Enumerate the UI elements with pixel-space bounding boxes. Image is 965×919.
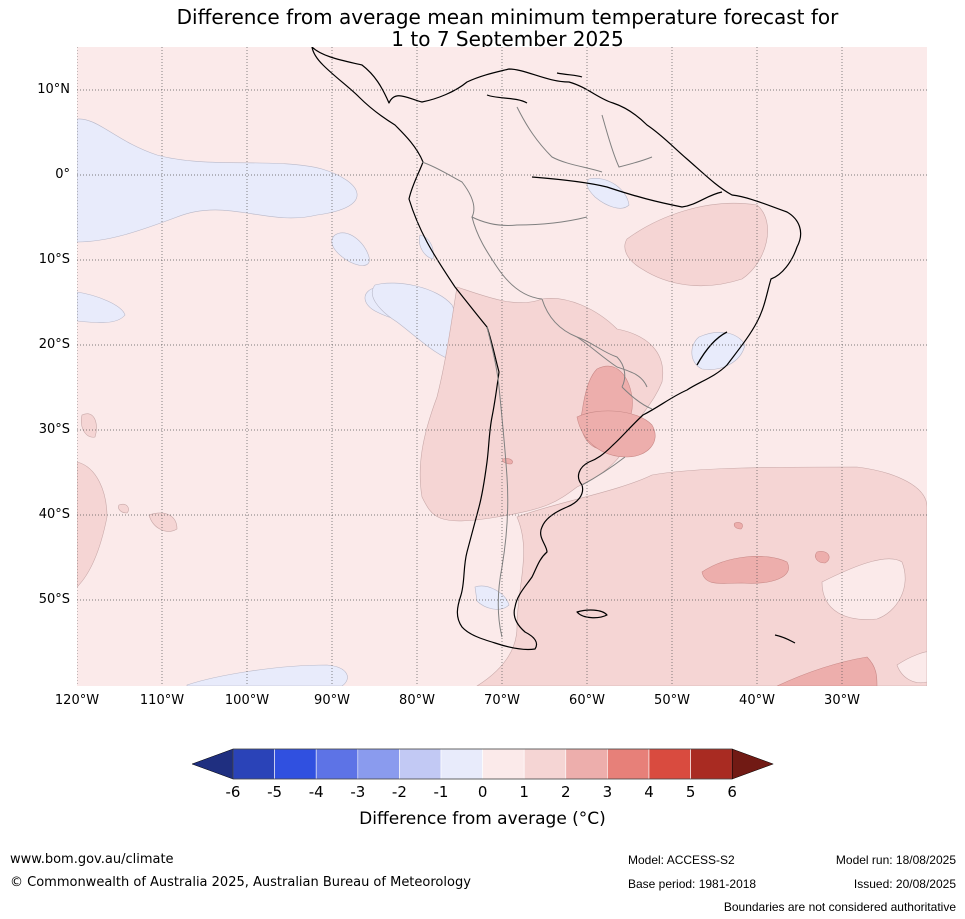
lat-label-0: 0° (55, 167, 70, 182)
falklands (576, 609, 608, 619)
coastlines (311, 47, 802, 651)
lon-label-50w: 50°W (654, 693, 690, 708)
colorbar-tick-label: 6 (727, 783, 737, 801)
lat-label-50s: 50°S (38, 592, 70, 607)
cool-region-amazon (586, 178, 630, 209)
near-zero-regions (821, 558, 927, 684)
graticule (77, 47, 927, 686)
colorbar-tick-label: -4 (308, 783, 324, 801)
colorbar-tick-label: 1 (519, 783, 529, 801)
cool-region-pacific-west (77, 291, 126, 323)
warm-region-chile-dot (502, 458, 513, 465)
lat-label-10s: 10°S (38, 252, 70, 267)
rivers (531, 176, 728, 366)
cool-region-peru-coast (419, 234, 434, 260)
colorbar-cell (232, 748, 275, 780)
lon-label-70w: 70°W (484, 693, 520, 708)
colorbar-tick-label: -3 (350, 783, 366, 801)
warm-region-atlantic-small (815, 551, 830, 564)
colorbar-cell (607, 748, 650, 780)
colorbar-tick-label: -1 (433, 783, 449, 801)
country-borders (421, 106, 653, 638)
title-line-2: 1 to 7 September 2025 (391, 27, 624, 51)
colorbar-outline (232, 748, 733, 780)
colorbar-cell (315, 748, 359, 780)
colorbar-tick-label: -6 (225, 783, 241, 801)
warm-anomaly-regions-2-3 (502, 365, 878, 686)
lon-label-100w: 100°W (224, 693, 270, 708)
colorbar-cells (192, 748, 774, 780)
colorbar-cell (565, 748, 608, 780)
colorbar-tick-label: 3 (602, 783, 613, 801)
lon-label-60w: 60°W (569, 693, 605, 708)
lat-label-20s: 20°S (38, 337, 70, 352)
colorbar-cell (482, 748, 525, 780)
lon-label-110w: 110°W (139, 693, 185, 708)
colorbar-extend-high (731, 748, 774, 780)
colorbar-tick-label: -5 (267, 783, 283, 801)
colorbar-label: Difference from average (°C) (359, 809, 606, 829)
cool-anomaly-regions (77, 118, 746, 686)
lon-label-90w: 90°W (314, 693, 350, 708)
lon-label-120w: 120°W (54, 693, 100, 708)
disclaimer-text: Boundaries are not considered authoritat… (723, 900, 956, 914)
warm-region-northeast-brazil (624, 202, 768, 287)
colorbar-tick-label: 5 (685, 783, 696, 801)
warm-region-far-south (776, 656, 878, 686)
colorbar-tick-label: 0 (477, 783, 488, 801)
lat-label-10n: 10°N (37, 82, 70, 97)
colorbar-cell (690, 748, 733, 780)
website-text: www.bom.gov.au/climate (10, 852, 174, 867)
lat-label-30s: 30°S (38, 422, 70, 437)
base-period-text: Base period: 1981-2018 (628, 877, 757, 891)
warm-region-atlantic-small-2 (733, 522, 743, 530)
issued-text: Issued: 20/08/2025 (853, 877, 956, 891)
warm-region-pacific-2 (77, 461, 108, 588)
colorbar-cell (648, 748, 691, 780)
warm-region-south-atlantic (476, 466, 927, 686)
colorbar-tick-label: 4 (644, 783, 654, 801)
lon-label-30w: 30°W (824, 693, 860, 708)
cool-region-galapagos (331, 232, 370, 266)
warm-region-pacific-3 (148, 512, 178, 532)
caribbean-islands (486, 72, 583, 104)
lon-label-80w: 80°W (399, 693, 435, 708)
colorbar-tick-label: 2 (561, 783, 571, 801)
cool-region-south-pacific (186, 664, 348, 686)
map-title: Difference from average mean minimum tem… (0, 6, 965, 50)
warm-region-pacific-4 (118, 504, 129, 514)
warm-anomaly-regions-1-2 (77, 202, 927, 686)
colorbar (192, 748, 774, 780)
warm-region-pacific-1 (81, 413, 97, 438)
warm-region-atlantic (701, 556, 789, 584)
model-text: Model: ACCESS-S2 (628, 853, 735, 867)
lat-label-40s: 40°S (38, 507, 70, 522)
colorbar-cell (357, 748, 400, 780)
colorbar-cell (274, 748, 317, 780)
colorbar-cell (399, 748, 442, 780)
south-georgia (774, 634, 796, 644)
colorbar-extend-low (192, 748, 234, 780)
colorbar-cell (440, 748, 483, 780)
title-line-1: Difference from average mean minimum tem… (176, 5, 839, 29)
copyright-text: © Commonwealth of Australia 2025, Austra… (10, 875, 471, 890)
lon-label-40w: 40°W (739, 693, 775, 708)
anomaly-map (77, 47, 927, 686)
cool-region-patagonia (474, 585, 510, 610)
model-run-text: Model run: 18/08/2025 (835, 853, 956, 867)
cool-region-equatorial-pacific (77, 118, 358, 243)
south-america-coast (311, 47, 802, 651)
colorbar-tick-label: -2 (391, 783, 407, 801)
colorbar-cell (523, 748, 567, 780)
